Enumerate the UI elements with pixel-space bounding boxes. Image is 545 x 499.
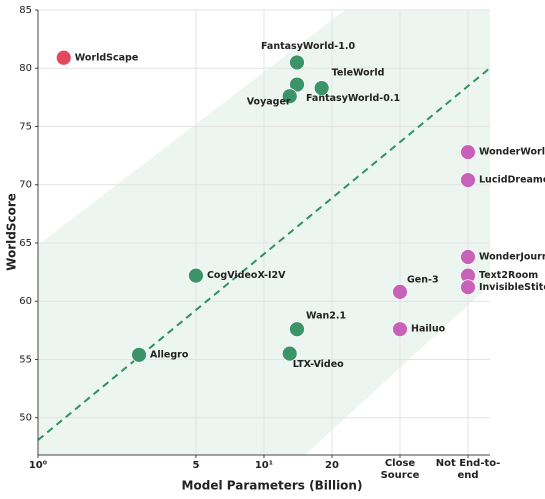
point [281,88,298,105]
point-label: FantasyWorld-0.1 [306,93,400,104]
y-tick-label: 75 [19,121,32,132]
point-label: Text2Room [479,270,538,281]
point-label: Wan2.1 [306,311,346,322]
point-label: Allegro [150,349,189,360]
point-label: Hailuo [411,324,446,335]
point [289,54,305,71]
point-label: WonderJourney [479,251,545,262]
point-label: InvisibleStitch [479,282,545,293]
x-category-label: Close Source [380,458,420,481]
point [188,267,204,284]
x-tick-label: 10⁰ [29,460,47,471]
point-label: WonderWorld [479,147,545,158]
point-label: LTX-Video [293,359,344,370]
y-tick-label: 50 [19,413,32,424]
y-tick-label: 65 [19,238,32,249]
point [392,284,408,300]
point-label: LucidDreamer [479,175,545,186]
point-label: TeleWorld [332,68,385,79]
point [55,49,72,66]
x-category-label: Not End-to-end [435,458,501,481]
y-tick-label: 85 [19,5,32,16]
point-label: Voyager [247,97,291,108]
y-tick-label: 80 [19,63,32,74]
point [281,345,298,362]
x-tick-label: 5 [192,460,199,471]
point [460,249,476,265]
x-tick-label: 20 [325,460,339,471]
point [313,80,330,96]
point [460,172,476,188]
point [392,321,408,338]
point [289,76,305,93]
trend-line [37,67,491,441]
y-tick-label: 60 [19,296,32,307]
x-axis-label: Model Parameters (Billion) [182,479,363,493]
point [131,346,147,363]
y-axis-label: WorldScore [5,193,19,271]
y-tick-label: 70 [19,180,32,191]
point [460,144,476,161]
point-label: WorldScape [75,52,139,63]
x-tick-label: 10¹ [255,460,273,471]
point-label: Gen-3 [407,274,439,285]
y-tick-label: 55 [19,354,32,365]
point-label: CogVideoX-I2V [207,270,286,281]
point [460,279,476,296]
point-label: FantasyWorld-1.0 [261,41,355,52]
point [289,321,305,338]
